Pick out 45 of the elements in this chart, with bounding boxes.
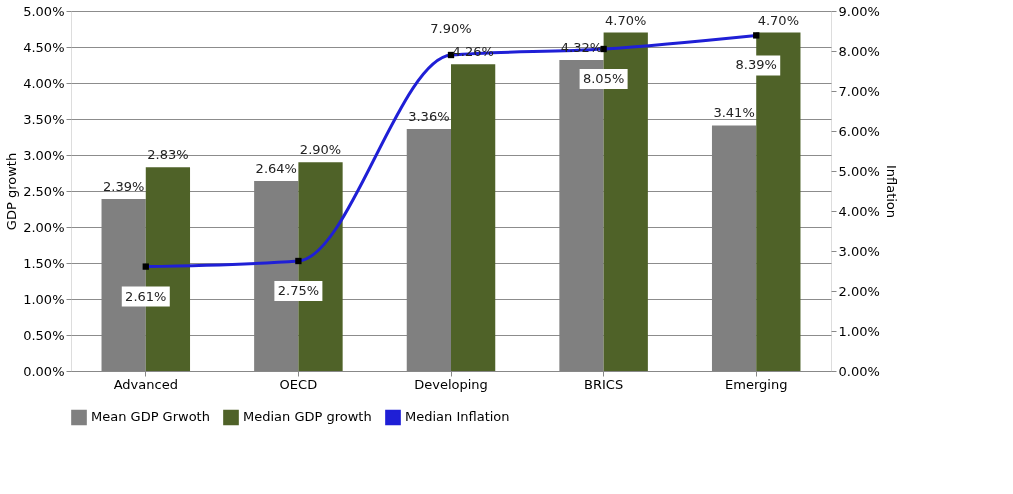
- y-tick-label: 3.00%: [23, 147, 65, 163]
- y2-tick-label: 9.00%: [838, 3, 880, 19]
- y-tick-label: 0.00%: [23, 363, 65, 379]
- y-tick-label: 5.00%: [23, 3, 65, 19]
- legend-label: Median GDP growth: [243, 409, 372, 425]
- y2-tick-label: 4.00%: [838, 203, 880, 219]
- y2-tick-label: 5.00%: [838, 163, 880, 179]
- data-label: 2.64%: [255, 160, 297, 176]
- data-label: 4.70%: [757, 12, 800, 28]
- x-tick-label: Advanced: [113, 376, 178, 392]
- x-tick-label: BRICS: [584, 376, 624, 392]
- y2-tick-label: 0.00%: [838, 363, 880, 379]
- y-tick-label: 2.50%: [23, 183, 65, 199]
- legend-label: Mean GDP Grwoth: [91, 409, 210, 425]
- y-tick-label: 1.50%: [23, 255, 65, 271]
- data-label: 2.61%: [125, 288, 167, 304]
- bar: [451, 64, 496, 371]
- y-axis-title: GDP growth: [4, 152, 20, 231]
- data-label: 8.39%: [735, 57, 777, 73]
- y2-axis-title: Inflation: [883, 164, 899, 219]
- y2-tick-label: 1.00%: [838, 323, 880, 339]
- legend-label: Median Inflation: [405, 409, 510, 425]
- data-label: 3.36%: [408, 109, 450, 125]
- y2-tick-label: 3.00%: [838, 243, 880, 259]
- y2-tick-label: 2.00%: [838, 283, 880, 299]
- y-tick-label: 4.00%: [23, 75, 65, 91]
- data-label: 4.70%: [605, 12, 647, 28]
- x-tick-label: Emerging: [725, 376, 788, 392]
- data-label: 8.05%: [582, 71, 625, 86]
- y2-tick-label: 6.00%: [838, 123, 880, 139]
- y2-tick-label: 7.00%: [838, 83, 880, 99]
- data-label: 2.75%: [277, 283, 320, 298]
- data-label: 2.39%: [102, 178, 145, 194]
- y-tick-label: 1.00%: [23, 291, 65, 307]
- data-label: 2.83%: [147, 147, 189, 163]
- y-tick-label: 4.50%: [23, 39, 65, 55]
- y-tick-label: 3.50%: [23, 111, 65, 127]
- data-label: 2.90%: [299, 142, 342, 158]
- x-tick-label: OECD: [279, 376, 318, 392]
- x-tick-label: Developing: [414, 376, 488, 392]
- data-label: 7.90%: [430, 21, 472, 36]
- data-label: 3.41%: [713, 105, 755, 121]
- y-tick-label: 0.50%: [23, 327, 65, 343]
- y-tick-label: 2.00%: [23, 219, 65, 235]
- y2-tick-label: 8.00%: [838, 43, 880, 59]
